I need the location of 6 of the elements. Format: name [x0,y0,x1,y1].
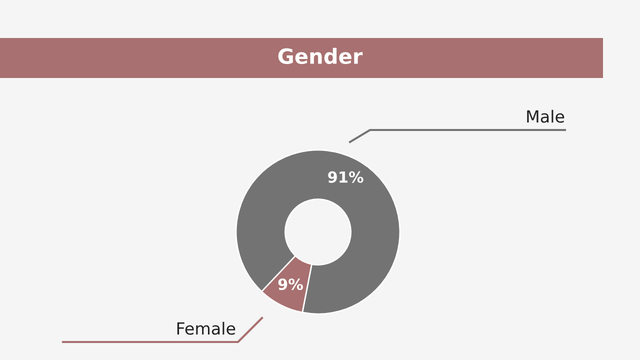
data-label: 9% [278,278,303,290]
slice-label: Male [527,110,564,123]
data-label: 91% [328,171,364,183]
chart-title: Gender [278,48,363,64]
donut-slice [235,149,401,315]
slice-label: Female [177,322,236,335]
